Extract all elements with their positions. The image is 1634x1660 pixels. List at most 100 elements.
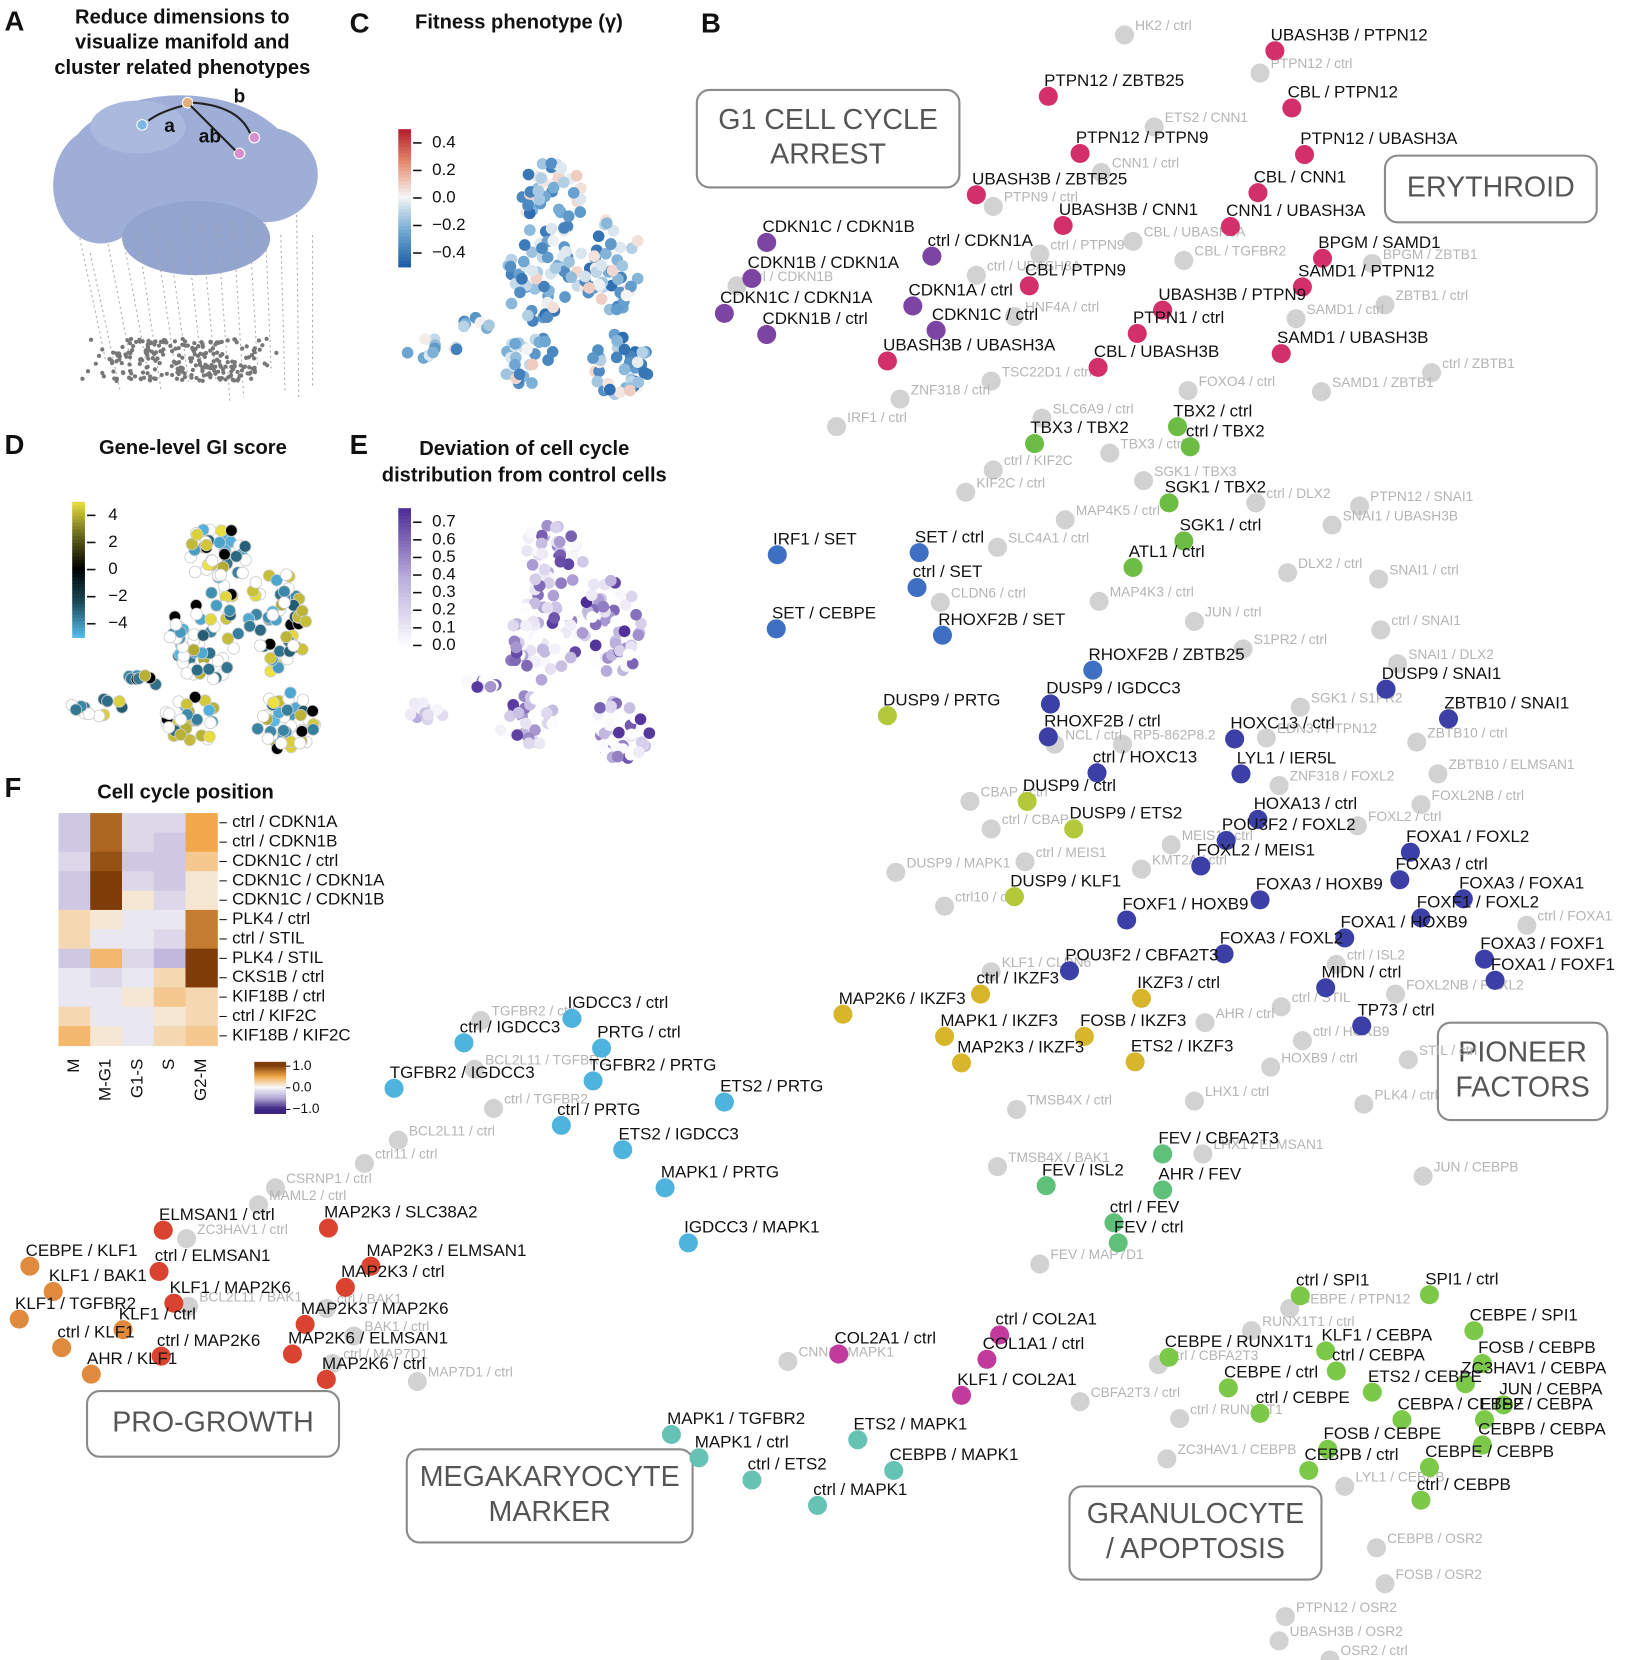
heatmap-cell	[153, 832, 187, 853]
cluster-label: PRO-GROWTH	[112, 1406, 314, 1438]
gi-point	[361, 1256, 381, 1276]
gi-point	[1265, 41, 1285, 61]
colorbar-segment	[398, 543, 411, 548]
gi-point	[1290, 697, 1310, 717]
colorbar-segment	[398, 624, 411, 629]
gi-point	[318, 1218, 338, 1238]
gi-label: AHR / KLF1	[87, 1349, 177, 1368]
projected-point	[210, 363, 215, 369]
gi-point	[1335, 928, 1355, 948]
projected-point	[274, 350, 279, 356]
colorbar-tick-label: 0.4	[432, 565, 456, 584]
projected-point	[111, 350, 116, 355]
gi-label: ZNF318 / ctrl	[911, 382, 990, 397]
projected-point	[244, 355, 249, 360]
colorbar-segment	[254, 1073, 287, 1076]
cell-point	[540, 707, 553, 719]
cell-point	[210, 599, 223, 612]
colorbar-segment	[72, 630, 85, 635]
colorbar-segment	[72, 545, 85, 550]
cell-point	[570, 169, 583, 182]
cell-point	[183, 733, 197, 747]
cell-point	[557, 176, 570, 189]
gi-label: ctrl10 / ctrl	[955, 889, 1018, 904]
cell-point	[529, 597, 541, 610]
cell-point	[270, 573, 284, 587]
colorbar-segment	[398, 589, 411, 594]
cell-point	[552, 630, 564, 643]
colorbar-segment	[398, 529, 411, 534]
column-label: S	[159, 1059, 178, 1070]
projected-point	[114, 359, 119, 364]
gi-label: CSRNP1 / ctrl	[286, 1171, 372, 1186]
gi-label: RP5-862P8.2	[1133, 727, 1216, 742]
row-label: CDKN1C / ctrl	[232, 851, 338, 870]
cell-point	[526, 377, 538, 389]
cell-point	[408, 697, 421, 710]
colorbar-segment	[72, 528, 85, 533]
gi-label: ctrl / STIL	[1292, 990, 1351, 1005]
projected-point	[129, 376, 134, 382]
gi-label: ctrl / MAP2K6	[157, 1331, 260, 1350]
colorbar-segment	[72, 623, 85, 628]
cell-point	[626, 657, 639, 670]
cell-point	[532, 185, 545, 197]
gi-label: ctrl / CDKN1B	[748, 269, 834, 284]
projected-point	[169, 363, 174, 369]
cell-point	[529, 724, 541, 736]
projected-point	[229, 369, 234, 374]
cell-point	[559, 291, 571, 303]
gi-point	[951, 1053, 972, 1073]
gi-point	[1352, 1016, 1372, 1036]
gi-label: AHR / FEV	[1158, 1165, 1241, 1184]
gi-label: MAP7D1 / ctrl	[428, 1365, 513, 1380]
colorbar-segment	[72, 562, 85, 567]
gi-point	[1392, 1410, 1412, 1430]
cell-point	[174, 728, 187, 741]
gi-label: MAP2K3 / ctrl	[341, 1262, 444, 1281]
cell-point	[547, 589, 560, 602]
colorbar-tick-label: −4	[108, 613, 127, 632]
cell-point	[533, 193, 546, 206]
cell-point	[622, 648, 635, 661]
cell-point	[306, 704, 319, 718]
gi-label: ETS2 / PRTG	[720, 1077, 823, 1096]
cell-point	[566, 574, 579, 586]
colorbar-segment	[398, 208, 411, 213]
gi-label: HK2 / ctrl	[1135, 18, 1192, 33]
projected-point	[257, 347, 262, 352]
projected-point	[196, 358, 202, 363]
gi-label: CBL / UBASH3B	[1094, 342, 1219, 361]
gi-point	[1362, 1382, 1382, 1402]
projected-point	[100, 347, 105, 352]
column-label: M-G1	[96, 1059, 115, 1101]
gi-label: CEBPE / KLF1	[26, 1241, 138, 1260]
heatmap-cell	[121, 851, 155, 872]
gi-label: UBASH3B / OSR2	[1290, 1624, 1403, 1639]
gi-point	[966, 185, 986, 205]
projected-point	[240, 346, 245, 351]
projected-point	[190, 367, 195, 373]
heatmap-cell	[90, 813, 123, 833]
gi-label: ctrl / HOXC13	[1093, 747, 1197, 766]
cell-point	[603, 383, 616, 396]
gi-label: TMSB4X / BAK1	[1008, 1150, 1110, 1165]
colorbar-segment	[72, 518, 85, 523]
cell-point	[535, 673, 548, 686]
gi-label: FOXL2NB / ctrl	[1432, 788, 1524, 803]
cluster-box	[1383, 154, 1598, 224]
cell-point	[596, 739, 609, 752]
colorbar-tick-label: 0.4	[432, 132, 456, 151]
projected-point	[211, 351, 216, 357]
gi-point	[1271, 344, 1291, 364]
gi-point	[613, 1140, 633, 1160]
point-label: ab	[199, 127, 221, 148]
cell-point	[512, 707, 525, 719]
gi-label: ctrl / KIF2C	[1004, 453, 1073, 468]
projected-point	[131, 344, 136, 349]
colorbar-segment	[398, 620, 411, 625]
heatmap-cell	[58, 1006, 91, 1027]
heatmap-cell	[153, 948, 187, 969]
cell-point	[593, 365, 605, 378]
gi-label: HOXB9 / ctrl	[1281, 1050, 1357, 1065]
